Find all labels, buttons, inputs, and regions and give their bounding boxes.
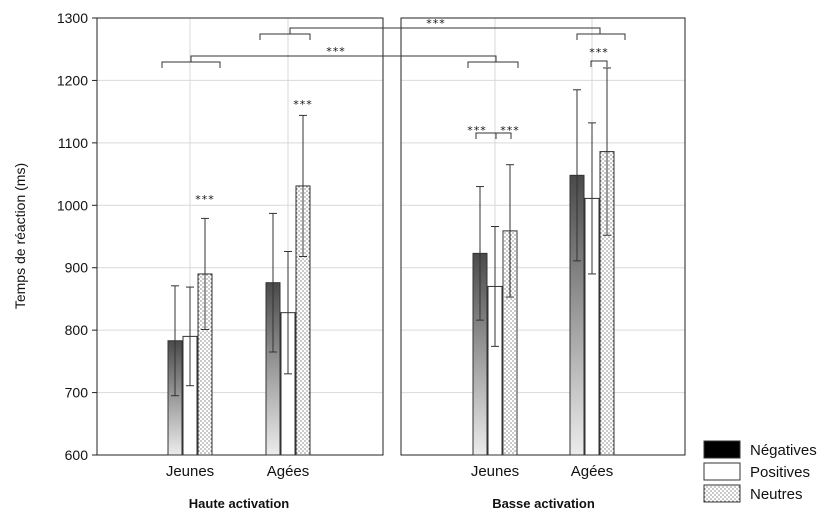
sig-stars: *** xyxy=(426,17,446,30)
panel-frame xyxy=(400,17,686,456)
legend-swatch-neutres xyxy=(703,484,741,503)
legend: Négatives Positives Neutres xyxy=(703,440,817,503)
panel-title: Basse activation xyxy=(492,496,595,511)
category-label: Agées xyxy=(267,463,310,480)
y-tick-label: 1100 xyxy=(58,135,88,151)
y-tick-label: 900 xyxy=(65,260,89,276)
y-tick-label: 1200 xyxy=(57,72,88,88)
legend-label-positives: Positives xyxy=(750,464,810,481)
y-tick-label: 600 xyxy=(65,447,89,463)
legend-swatch-negatives xyxy=(703,440,741,459)
category-label: Jeunes xyxy=(166,463,214,480)
sig-stars: *** xyxy=(500,124,520,137)
y-tick-label: 1000 xyxy=(57,197,88,213)
frame-layer xyxy=(92,17,686,456)
sig-bracket xyxy=(590,60,608,67)
sig-stars: *** xyxy=(293,98,313,111)
y-tick-label: 700 xyxy=(65,385,89,401)
panel-title: Haute activation xyxy=(189,496,289,511)
sig-connector xyxy=(289,27,601,34)
sig-stars: *** xyxy=(467,124,487,137)
sig-stars: *** xyxy=(195,193,215,206)
sig-bracket xyxy=(467,61,519,68)
legend-swatch-positives xyxy=(703,462,741,481)
legend-label-negatives: Négatives xyxy=(750,442,817,459)
sig-stars: *** xyxy=(589,46,609,59)
text-layer: 600 700 800 900 1000 1100 1200 1300 Temps de réa… xyxy=(12,10,613,511)
category-label: Jeunes xyxy=(471,463,519,480)
sig-connector xyxy=(190,55,497,62)
bar-layer xyxy=(167,67,615,456)
sig-bracket xyxy=(495,132,512,139)
sig-bracket xyxy=(259,33,311,40)
y-axis-label: Temps de réaction (ms) xyxy=(12,163,28,309)
significance-layer: *** *** *** *** *** *** *** xyxy=(161,17,626,206)
sig-bracket xyxy=(161,61,221,68)
sig-bracket xyxy=(576,33,626,40)
y-tick-label: 1300 xyxy=(57,10,88,26)
category-label: Agées xyxy=(571,463,614,480)
sig-stars: *** xyxy=(326,45,346,58)
panel-frame xyxy=(96,17,384,456)
legend-label-neutres: Neutres xyxy=(750,486,803,503)
y-tick-label: 800 xyxy=(65,322,89,338)
